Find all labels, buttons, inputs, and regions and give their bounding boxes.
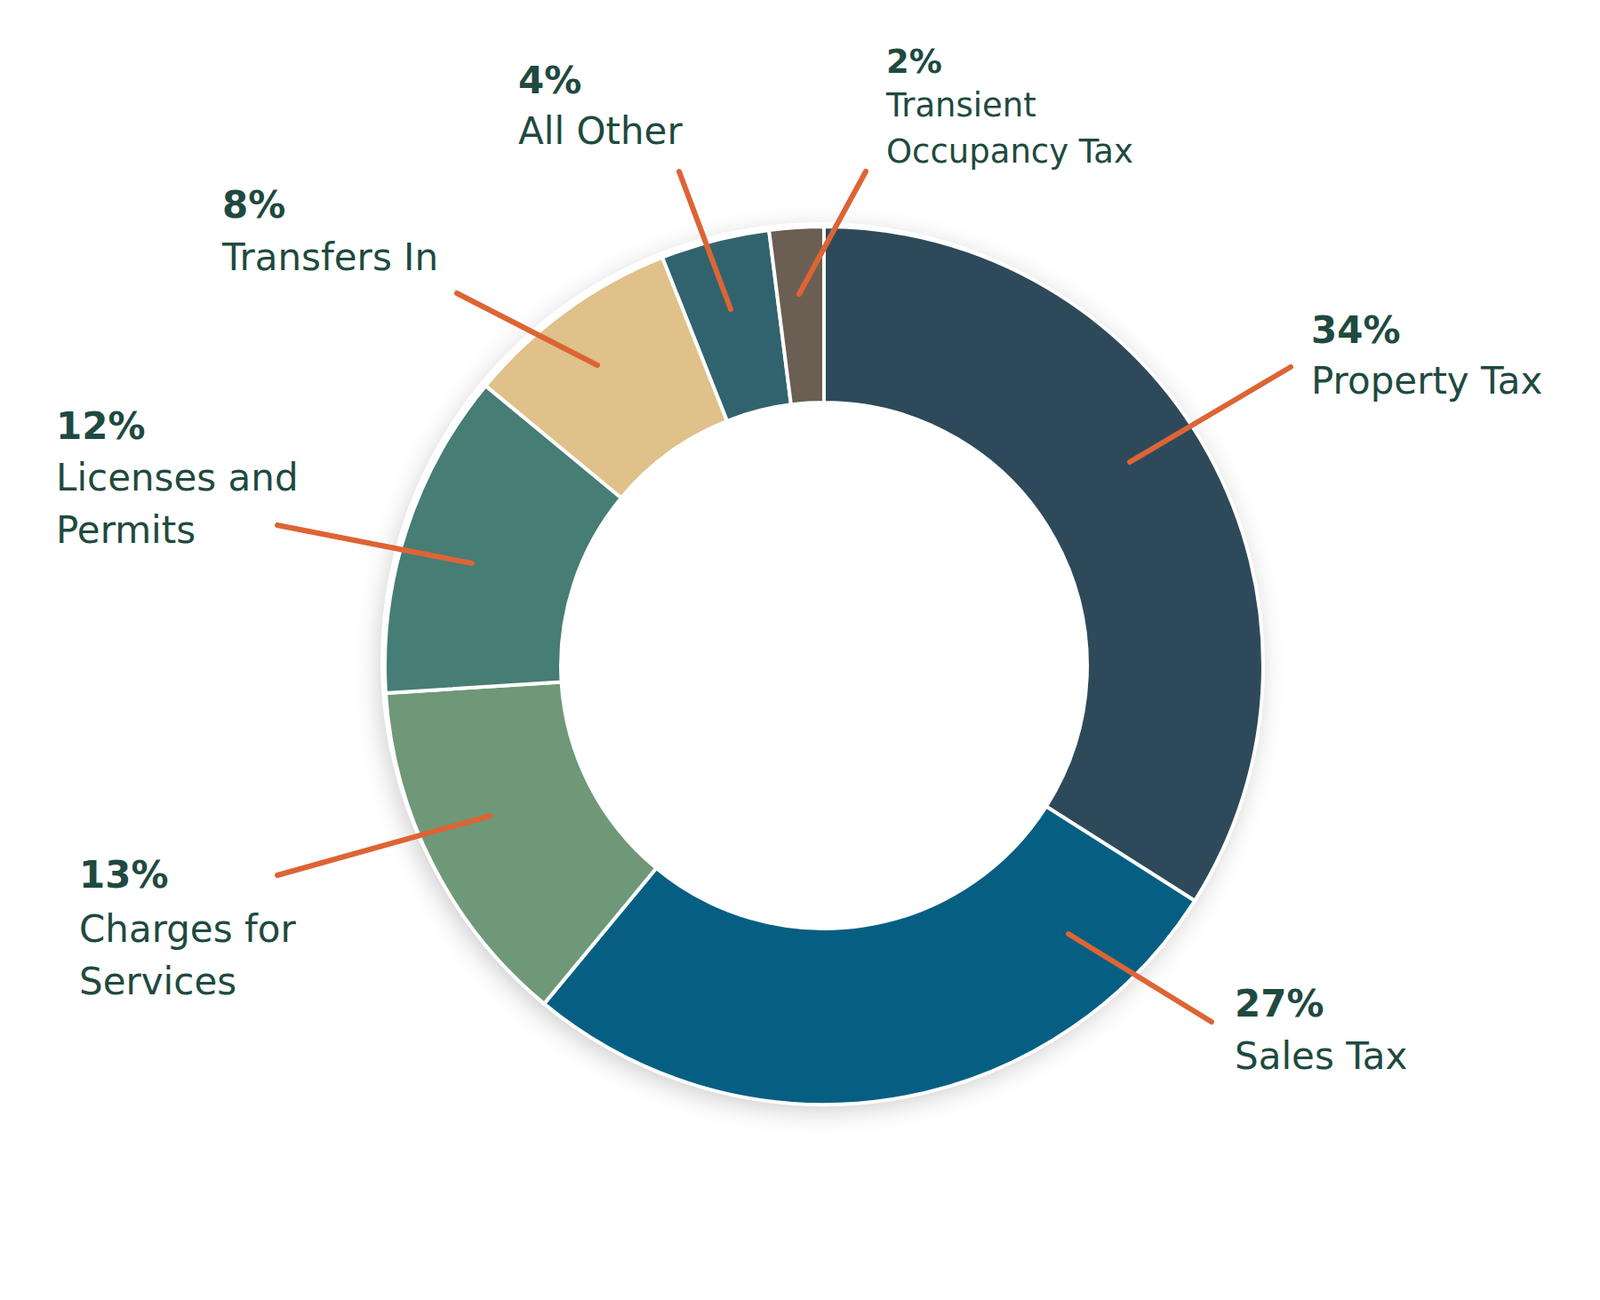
svg-text:27%: 27%: [1234, 982, 1325, 1026]
svg-text:4%: 4%: [518, 58, 582, 103]
svg-text:13%: 13%: [79, 853, 169, 897]
svg-text:Services: Services: [79, 960, 237, 1004]
svg-text:Permits: Permits: [56, 508, 196, 552]
svg-text:Transient: Transient: [885, 86, 1037, 125]
svg-text:All Other: All Other: [518, 109, 683, 153]
svg-text:12%: 12%: [56, 404, 146, 448]
svg-text:Occupancy Tax: Occupancy Tax: [886, 132, 1134, 171]
svg-text:Transfers In: Transfers In: [221, 235, 439, 280]
svg-text:Property Tax: Property Tax: [1311, 359, 1543, 403]
svg-text:Charges for: Charges for: [79, 907, 296, 952]
svg-text:34%: 34%: [1311, 308, 1401, 352]
svg-text:Sales Tax: Sales Tax: [1234, 1034, 1408, 1079]
svg-text:2%: 2%: [886, 42, 943, 81]
svg-text:8%: 8%: [222, 183, 286, 227]
svg-text:Licenses and: Licenses and: [56, 456, 299, 500]
